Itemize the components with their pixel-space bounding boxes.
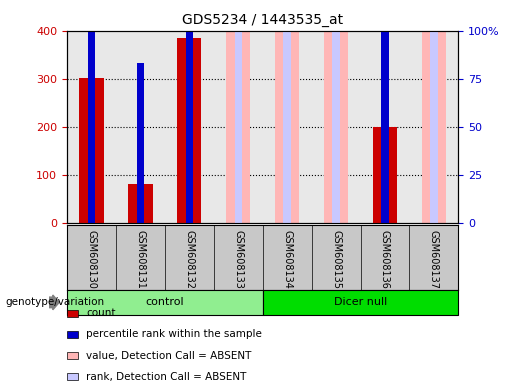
Text: Dicer null: Dicer null <box>334 297 387 308</box>
Bar <box>185 0 193 223</box>
Bar <box>263 290 458 315</box>
Text: GSM608131: GSM608131 <box>135 230 145 289</box>
FancyArrow shape <box>49 295 59 310</box>
Bar <box>430 29 438 223</box>
Title: GDS5234 / 1443535_at: GDS5234 / 1443535_at <box>182 13 343 27</box>
Bar <box>324 0 348 223</box>
Text: rank, Detection Call = ABSENT: rank, Detection Call = ABSENT <box>86 372 246 382</box>
Text: GSM608135: GSM608135 <box>331 230 341 289</box>
Text: GSM608134: GSM608134 <box>282 230 292 289</box>
Text: GSM608133: GSM608133 <box>233 230 243 289</box>
Bar <box>67 290 263 315</box>
Text: control: control <box>146 297 184 308</box>
Bar <box>332 0 340 223</box>
Bar <box>177 38 201 223</box>
Text: genotype/variation: genotype/variation <box>5 297 104 308</box>
Bar <box>275 0 299 223</box>
Text: percentile rank within the sample: percentile rank within the sample <box>86 329 262 339</box>
Bar <box>88 0 95 223</box>
Text: GSM608137: GSM608137 <box>429 230 439 289</box>
Bar <box>226 0 250 223</box>
Bar <box>422 29 446 223</box>
Text: value, Detection Call = ABSENT: value, Detection Call = ABSENT <box>86 351 251 361</box>
Text: GSM608130: GSM608130 <box>87 230 96 289</box>
Text: GSM608136: GSM608136 <box>380 230 390 289</box>
Bar <box>381 0 389 223</box>
Text: count: count <box>86 308 115 318</box>
Bar <box>373 127 397 223</box>
Bar <box>79 78 104 223</box>
Bar <box>128 184 152 223</box>
Bar <box>234 0 242 223</box>
Bar <box>283 0 291 223</box>
Bar <box>136 63 144 223</box>
Text: GSM608132: GSM608132 <box>184 230 194 289</box>
